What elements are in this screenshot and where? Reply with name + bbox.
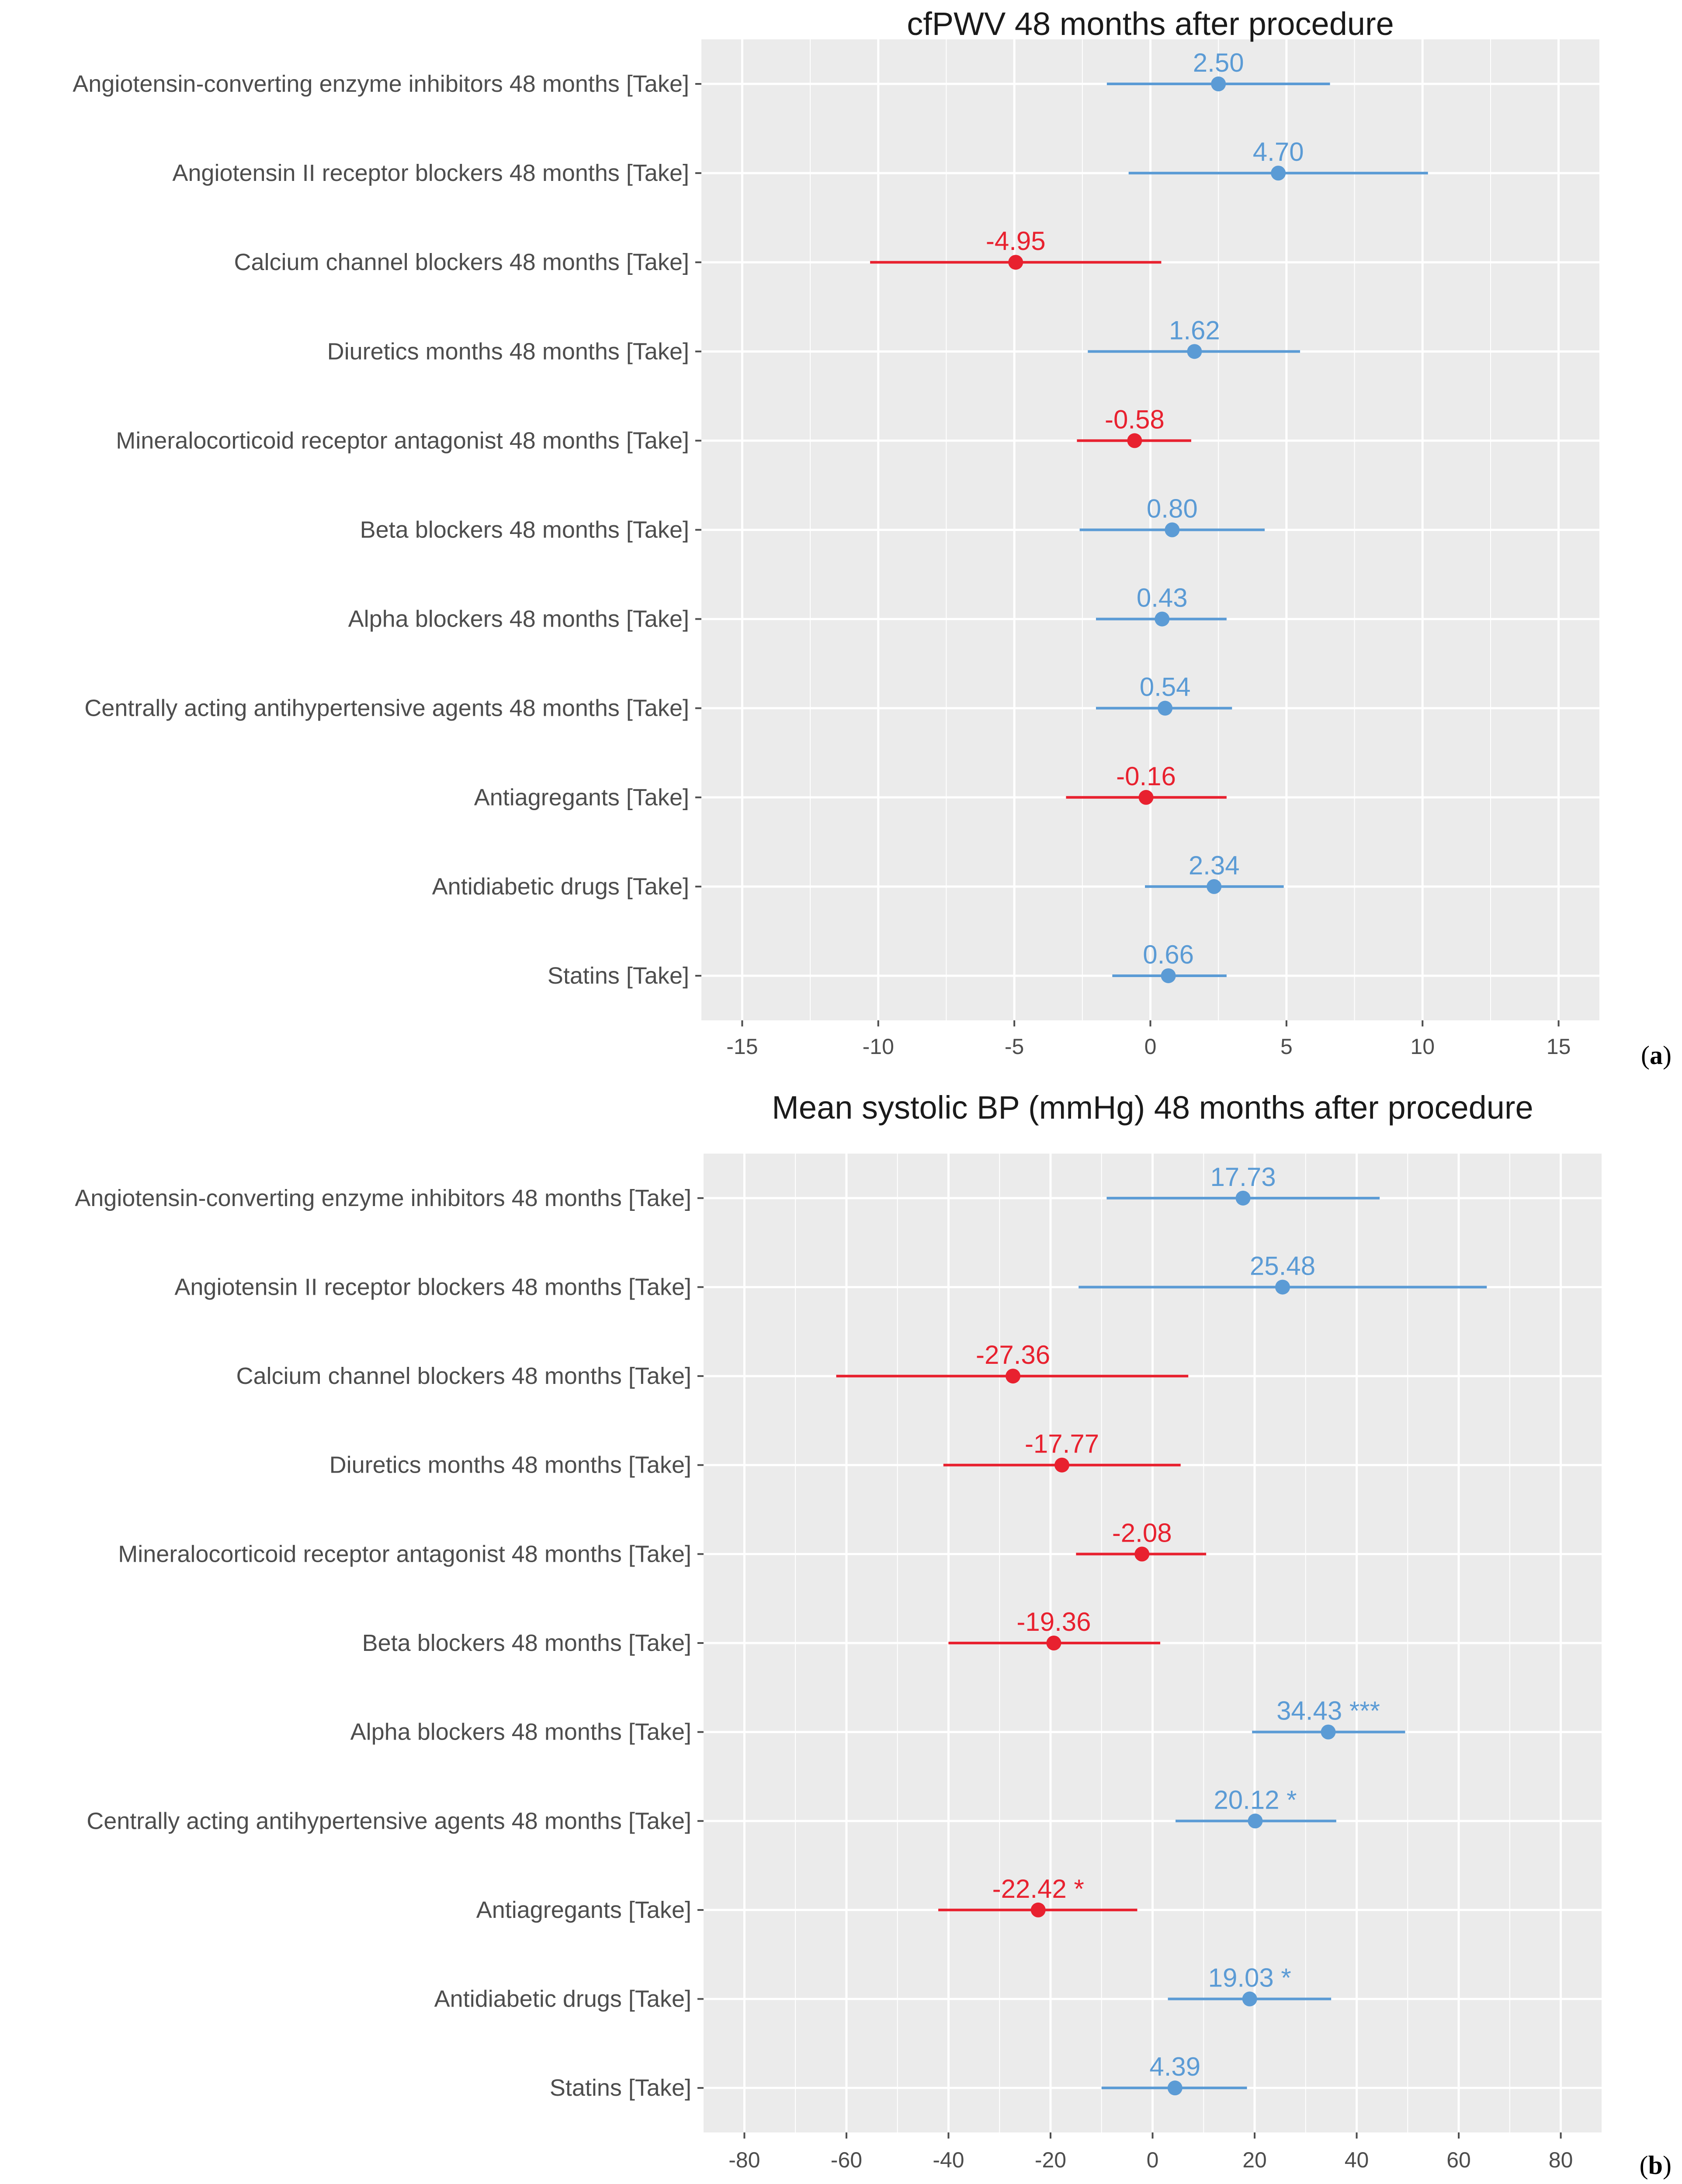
data-label: 4.39 [1149,2052,1200,2081]
data-label: -0.16 [1116,762,1176,791]
x-tick-label: -20 [1035,2148,1066,2172]
point-estimate [1046,1636,1061,1650]
y-tick-label: Diuretics months 48 months [Take] [327,338,689,364]
y-tick-label: Calcium channel blockers 48 months [Take… [236,1363,691,1389]
point-estimate [1167,2080,1183,2096]
x-tick-label: 80 [1549,2148,1573,2172]
chart-title: cfPWV 48 months after procedure [907,6,1394,42]
y-tick-label: Statins [Take] [550,2075,691,2101]
point-estimate [1161,968,1176,983]
point-estimate [1054,1457,1070,1473]
y-tick-label: Diuretics months 48 months [Take] [329,1452,691,1478]
data-label: -0.58 [1105,405,1165,434]
y-tick-label: Angiotensin II receptor blockers 48 mont… [174,1274,691,1300]
x-tick-label: 5 [1280,1034,1293,1059]
point-estimate [1155,611,1170,627]
x-tick-label: -80 [728,2148,760,2172]
data-label: 2.34 [1189,851,1240,880]
point-estimate [1275,1279,1290,1295]
data-label: -2.08 [1112,1518,1172,1547]
data-label: 20.12 * [1214,1785,1297,1814]
point-estimate [1235,1190,1251,1206]
data-label: 0.66 [1143,940,1194,969]
point-estimate [1321,1724,1336,1740]
y-tick-label: Angiotensin-converting enzyme inhibitors… [75,1185,691,1211]
data-label: 25.48 [1250,1251,1315,1280]
y-tick-label: Beta blockers 48 months [Take] [362,1630,691,1656]
data-label: 34.43 *** [1276,1696,1380,1726]
x-tick-label: 15 [1547,1034,1571,1059]
data-label: 2.50 [1193,48,1244,77]
y-tick-label: Statins [Take] [548,963,689,989]
x-tick-label: 20 [1242,2148,1267,2172]
y-tick-label: Beta blockers 48 months [Take] [360,517,689,543]
data-label: 19.03 * [1208,1963,1291,1993]
y-tick-label: Centrally acting antihypertensive agents… [84,695,689,721]
x-tick-label: -40 [933,2148,964,2172]
x-tick-label: 60 [1446,2148,1471,2172]
y-tick-label: Alpha blockers 48 months [Take] [350,1719,691,1745]
data-label: 0.43 [1137,583,1188,613]
y-tick-label: Centrally acting antihypertensive agents… [87,1808,691,1834]
data-label: 1.62 [1169,315,1220,345]
y-tick-label: Antidiabetic drugs [Take] [432,874,689,900]
point-estimate [1165,522,1180,537]
panel-label: (a) [1641,1041,1672,1070]
data-label: -4.95 [986,226,1046,256]
data-label: 0.54 [1140,673,1191,702]
panel-label: (b) [1640,2151,1672,2180]
point-estimate [1158,700,1173,716]
x-tick-label: -15 [726,1034,758,1059]
x-tick-label: -10 [863,1034,894,1059]
y-tick-label: Antidiabetic drugs [Take] [434,1986,691,2012]
data-label: -19.36 [1016,1607,1091,1636]
point-estimate [1030,1902,1046,1917]
y-tick-label: Antiagregants [Take] [476,1897,691,1923]
x-tick-label: -60 [831,2148,862,2172]
point-estimate [1207,879,1222,894]
y-tick-label: Antiagregants [Take] [474,784,689,811]
point-estimate [1242,1991,1257,2007]
point-estimate [1127,433,1142,448]
y-tick-label: Mineralocorticoid receptor antagonist 48… [116,427,689,454]
data-label: -22.42 * [992,1874,1084,1903]
point-estimate [1134,1546,1150,1562]
x-tick-label: 10 [1410,1034,1435,1059]
data-label: -17.77 [1025,1429,1099,1459]
forest-panel-a: cfPWV 48 months after procedure Angiotens… [73,6,1672,1070]
y-tick-label: Calcium channel blockers 48 months [Take… [234,249,689,275]
x-tick-label: 0 [1144,1034,1157,1059]
point-estimate [1008,255,1023,270]
data-label: 4.70 [1253,137,1304,166]
forest-panel-b: Mean systolic BP (mmHg) 48 months after … [75,1089,1672,2180]
data-label: -27.36 [976,1340,1050,1369]
point-estimate [1248,1813,1263,1829]
chart-title: Mean systolic BP (mmHg) 48 months after … [772,1089,1533,1126]
x-tick-label: 0 [1147,2148,1159,2172]
point-estimate [1138,790,1154,805]
y-tick-label: Angiotensin II receptor blockers 48 mont… [172,160,689,186]
data-label: 17.73 [1210,1162,1276,1192]
data-label: 0.80 [1147,494,1198,523]
y-tick-label: Angiotensin-converting enzyme inhibitors… [73,71,689,97]
x-tick-label: -5 [1005,1034,1024,1059]
y-tick-label: Alpha blockers 48 months [Take] [348,606,689,632]
x-tick-label: 40 [1345,2148,1369,2172]
y-tick-label: Mineralocorticoid receptor antagonist 48… [118,1541,691,1567]
point-estimate [1187,344,1202,359]
point-estimate [1271,166,1286,181]
point-estimate [1006,1369,1021,1384]
point-estimate [1211,76,1226,92]
